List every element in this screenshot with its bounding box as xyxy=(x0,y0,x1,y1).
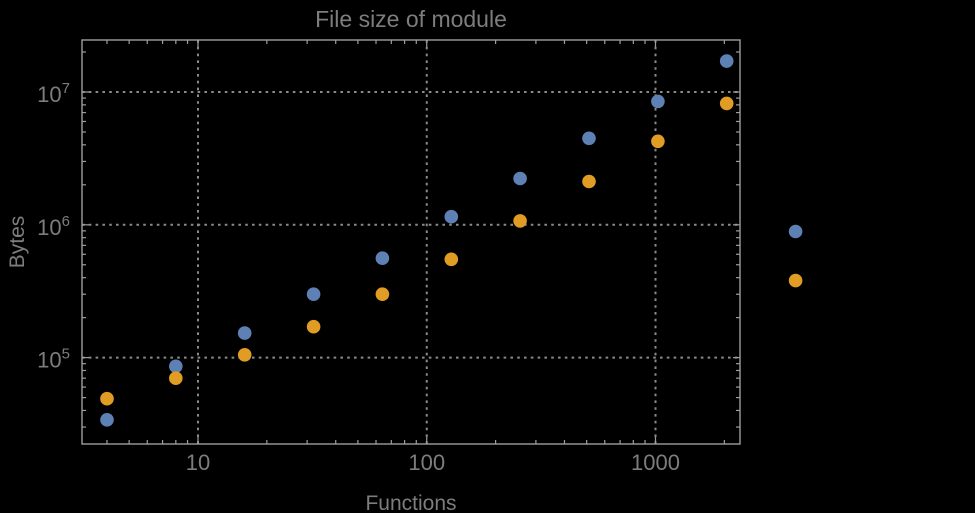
x-tick-label: 1000 xyxy=(631,450,680,475)
axis-ticks xyxy=(82,40,740,444)
x-tick-labels: 10 100 1000 xyxy=(186,450,680,475)
data-point-series-2-orange xyxy=(582,174,596,189)
data-point-series-2-orange xyxy=(237,348,252,362)
data-point-series-1-blue xyxy=(513,171,527,186)
data-point-series-2-orange xyxy=(651,134,665,149)
data-point-series-1-blue xyxy=(375,251,390,265)
y-tick-base: 10 xyxy=(37,215,61,240)
chart-title: File size of module xyxy=(315,6,507,32)
y-tick-exponent: 6 xyxy=(62,213,70,230)
data-point-series-2-orange xyxy=(444,252,459,267)
data-point-series-2-orange xyxy=(513,214,527,228)
y-tick-exponent: 7 xyxy=(62,80,70,97)
data-point-series-1-blue xyxy=(306,287,321,302)
data-point-series-2-orange xyxy=(719,96,734,111)
x-axis-label: Functions xyxy=(365,492,456,513)
data-point-series-1-blue xyxy=(582,131,596,146)
y-tick-label: 107 xyxy=(37,80,70,107)
data-point-series-1-blue xyxy=(100,413,114,427)
y-tick-base: 10 xyxy=(37,348,61,373)
data-point-series-2-orange xyxy=(788,273,803,288)
data-point-series-1-blue xyxy=(444,209,459,224)
data-point-series-1-blue xyxy=(169,359,183,374)
x-tick-label: 10 xyxy=(186,450,210,475)
y-tick-base: 10 xyxy=(37,82,61,107)
data-point-series-1-blue xyxy=(237,326,252,340)
data-point-series-1-blue xyxy=(719,54,734,68)
gridlines xyxy=(82,40,740,444)
data-point-series-2-orange xyxy=(306,319,321,334)
plot-frame xyxy=(81,39,741,445)
data-point-series-2-orange xyxy=(169,371,183,386)
data-point-series-2-orange xyxy=(100,391,114,406)
y-tick-exponent: 5 xyxy=(62,346,70,363)
y-axis-label: Bytes xyxy=(6,216,29,269)
y-tick-label: 106 xyxy=(37,213,70,240)
data-point-series-1-blue xyxy=(651,94,665,109)
data-point-series-1-blue xyxy=(788,224,803,239)
x-tick-label: 100 xyxy=(408,450,445,475)
y-tick-label: 105 xyxy=(37,346,70,373)
data-points xyxy=(100,54,803,427)
data-point-series-2-orange xyxy=(375,287,390,302)
